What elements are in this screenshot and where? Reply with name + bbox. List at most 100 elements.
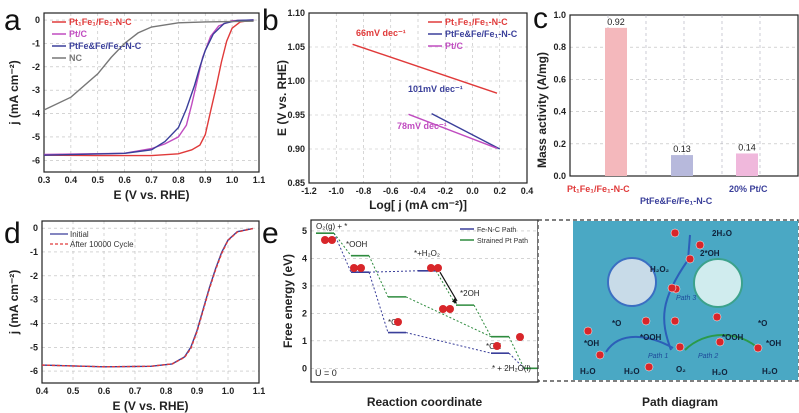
y-tick-label: -4 [30, 318, 38, 328]
bar-value-label: 0.92 [607, 17, 625, 27]
y-tick-label: 1.05 [287, 42, 305, 52]
molecule-icon [493, 342, 501, 350]
panel-e: 5 4 3 2 1 0 Reaction coordinate Free energy (eV… [262, 217, 542, 409]
x-tick-label: 1.0 [222, 386, 235, 396]
slope-annotation: 78mV dec⁻¹ [397, 121, 447, 131]
x-tick-label: 0.7 [129, 386, 142, 396]
molecule-icon [695, 240, 705, 250]
molecule-icon [328, 236, 336, 244]
molecule-icon [394, 318, 402, 326]
x-tick-label: 0.5 [67, 386, 80, 396]
diagram-label: H₂O [624, 367, 640, 376]
connector [333, 232, 352, 256]
x-axis-label: E (V vs. RHE) [113, 188, 189, 202]
y-tick-label: -5 [30, 342, 38, 352]
x-tick-label: -0.6 [383, 186, 399, 196]
x-tick-label: -0.2 [437, 186, 453, 196]
y-tick-label: 0.6 [553, 74, 566, 84]
diagram-label: *O [758, 319, 767, 328]
x-tick-label: 0.8 [160, 386, 173, 396]
molecule-icon [644, 362, 654, 372]
y-tick-label: -2 [30, 271, 38, 281]
y-axis-label: j (mA cm⁻²) [7, 270, 21, 336]
bar-value-label: 0.14 [738, 142, 756, 152]
legend-label: After 10000 Cycle [70, 240, 134, 249]
x-tick-label: 1.1 [253, 386, 266, 396]
legend-label: PtFe&Fe/Fe₁-N-C [69, 41, 142, 51]
x-tick-label: 0.5 [91, 175, 104, 185]
x-axis-label: Reaction coordinate [367, 395, 483, 409]
pt-cluster-sphere [693, 258, 743, 308]
y-axis-label: E (V vs. RHE) [275, 60, 289, 136]
series-line-1 [41, 227, 253, 368]
fe-n-c-site-sphere [607, 257, 657, 307]
diagram-label: H₂O [762, 367, 778, 376]
condition-label: U = 0 [315, 368, 337, 378]
plot-frame [308, 12, 528, 184]
panel-b: -1.2 -1.0 -0.8 -0.6 -0.4 -0.2 0.0 0.2 0.4 1.10 1.0… [262, 4, 533, 212]
legend-label: Pt₁Fe₁/Fe₁-N-C [445, 17, 508, 27]
x-tick-label: 0.7 [145, 175, 158, 185]
x-tick-label: 0.9 [191, 386, 204, 396]
molecule-icon [595, 350, 605, 360]
connector [473, 304, 492, 337]
state-label: *O [388, 318, 397, 327]
x-tick-label: 1.1 [253, 175, 266, 185]
x-tick-label: 0.4 [521, 186, 534, 196]
diagram-label: H₂O [712, 368, 728, 377]
bar [736, 153, 758, 176]
x-tick-label: 0.4 [65, 175, 78, 185]
molecule-icon [446, 305, 454, 313]
y-axis-label: Mass activity (A/mg) [535, 52, 549, 168]
x-tick-label: 0.6 [98, 386, 111, 396]
x-tick-label: -0.4 [410, 186, 426, 196]
y-tick-label: 1.10 [287, 8, 305, 18]
bar-value-label: 0.13 [673, 144, 691, 154]
slope-annotation: 101mV dec⁻¹ [408, 84, 463, 94]
diagram-label: *O [612, 319, 621, 328]
y-tick-label: 0.4 [553, 107, 566, 117]
connector [368, 272, 389, 333]
x-axis-label: Log[ j (mA cm⁻²)] [369, 198, 467, 212]
legend-label: Pt/C [445, 41, 464, 51]
connector [405, 332, 492, 354]
legend-label: PtFe&Fe/Fe₁-N-C [445, 29, 518, 39]
molecule-icon [670, 228, 680, 238]
connector [435, 270, 457, 306]
series-line-2 [43, 19, 254, 156]
y-tick-label: 0 [33, 223, 38, 233]
state-label: *+H₂O₂ [414, 249, 440, 258]
series-line-1 [43, 19, 254, 156]
molecule-icon [427, 264, 435, 272]
molecule-icon [675, 342, 685, 352]
series-line-0 [41, 227, 253, 368]
y-axis-label: j (mA cm⁻²) [7, 60, 21, 126]
panel-label: d [4, 217, 21, 250]
y-tick-label: -3 [32, 85, 40, 95]
diagram-label: *OOH [640, 333, 662, 342]
legend-label: Fe-N-C Path [477, 227, 516, 234]
diagram-label: *OH [584, 339, 599, 348]
molecule-icon [516, 333, 524, 341]
molecule-icon [350, 264, 358, 272]
path3-arrow [663, 234, 691, 351]
connector [405, 296, 492, 338]
x-tick-label: 0.0 [466, 186, 479, 196]
panel-label: c [533, 2, 548, 35]
series-line-0 [352, 43, 498, 94]
molecule-icon [641, 316, 651, 326]
slope-annotation: 66mV dec⁻¹ [356, 28, 406, 38]
y-tick-label: 0 [35, 15, 40, 25]
y-tick-label: 0 [302, 363, 307, 373]
y-axis-label: Free energy (eV) [281, 254, 295, 348]
series-line-1 [431, 112, 501, 150]
x-tick-label: -0.8 [356, 186, 372, 196]
diagram-label: H₂O [580, 367, 596, 376]
y-tick-label: 0.85 [287, 178, 305, 188]
molecule-icon [712, 312, 722, 322]
x-axis-label: E (V vs. RHE) [112, 399, 188, 413]
connector [368, 255, 389, 298]
path-diagram: 2H₂O 2*OH H₂O₂ Path 3 *O *OOH *OH H₂O H₂O O₂ Path … [537, 219, 799, 409]
y-tick-label: 0.8 [553, 42, 566, 52]
